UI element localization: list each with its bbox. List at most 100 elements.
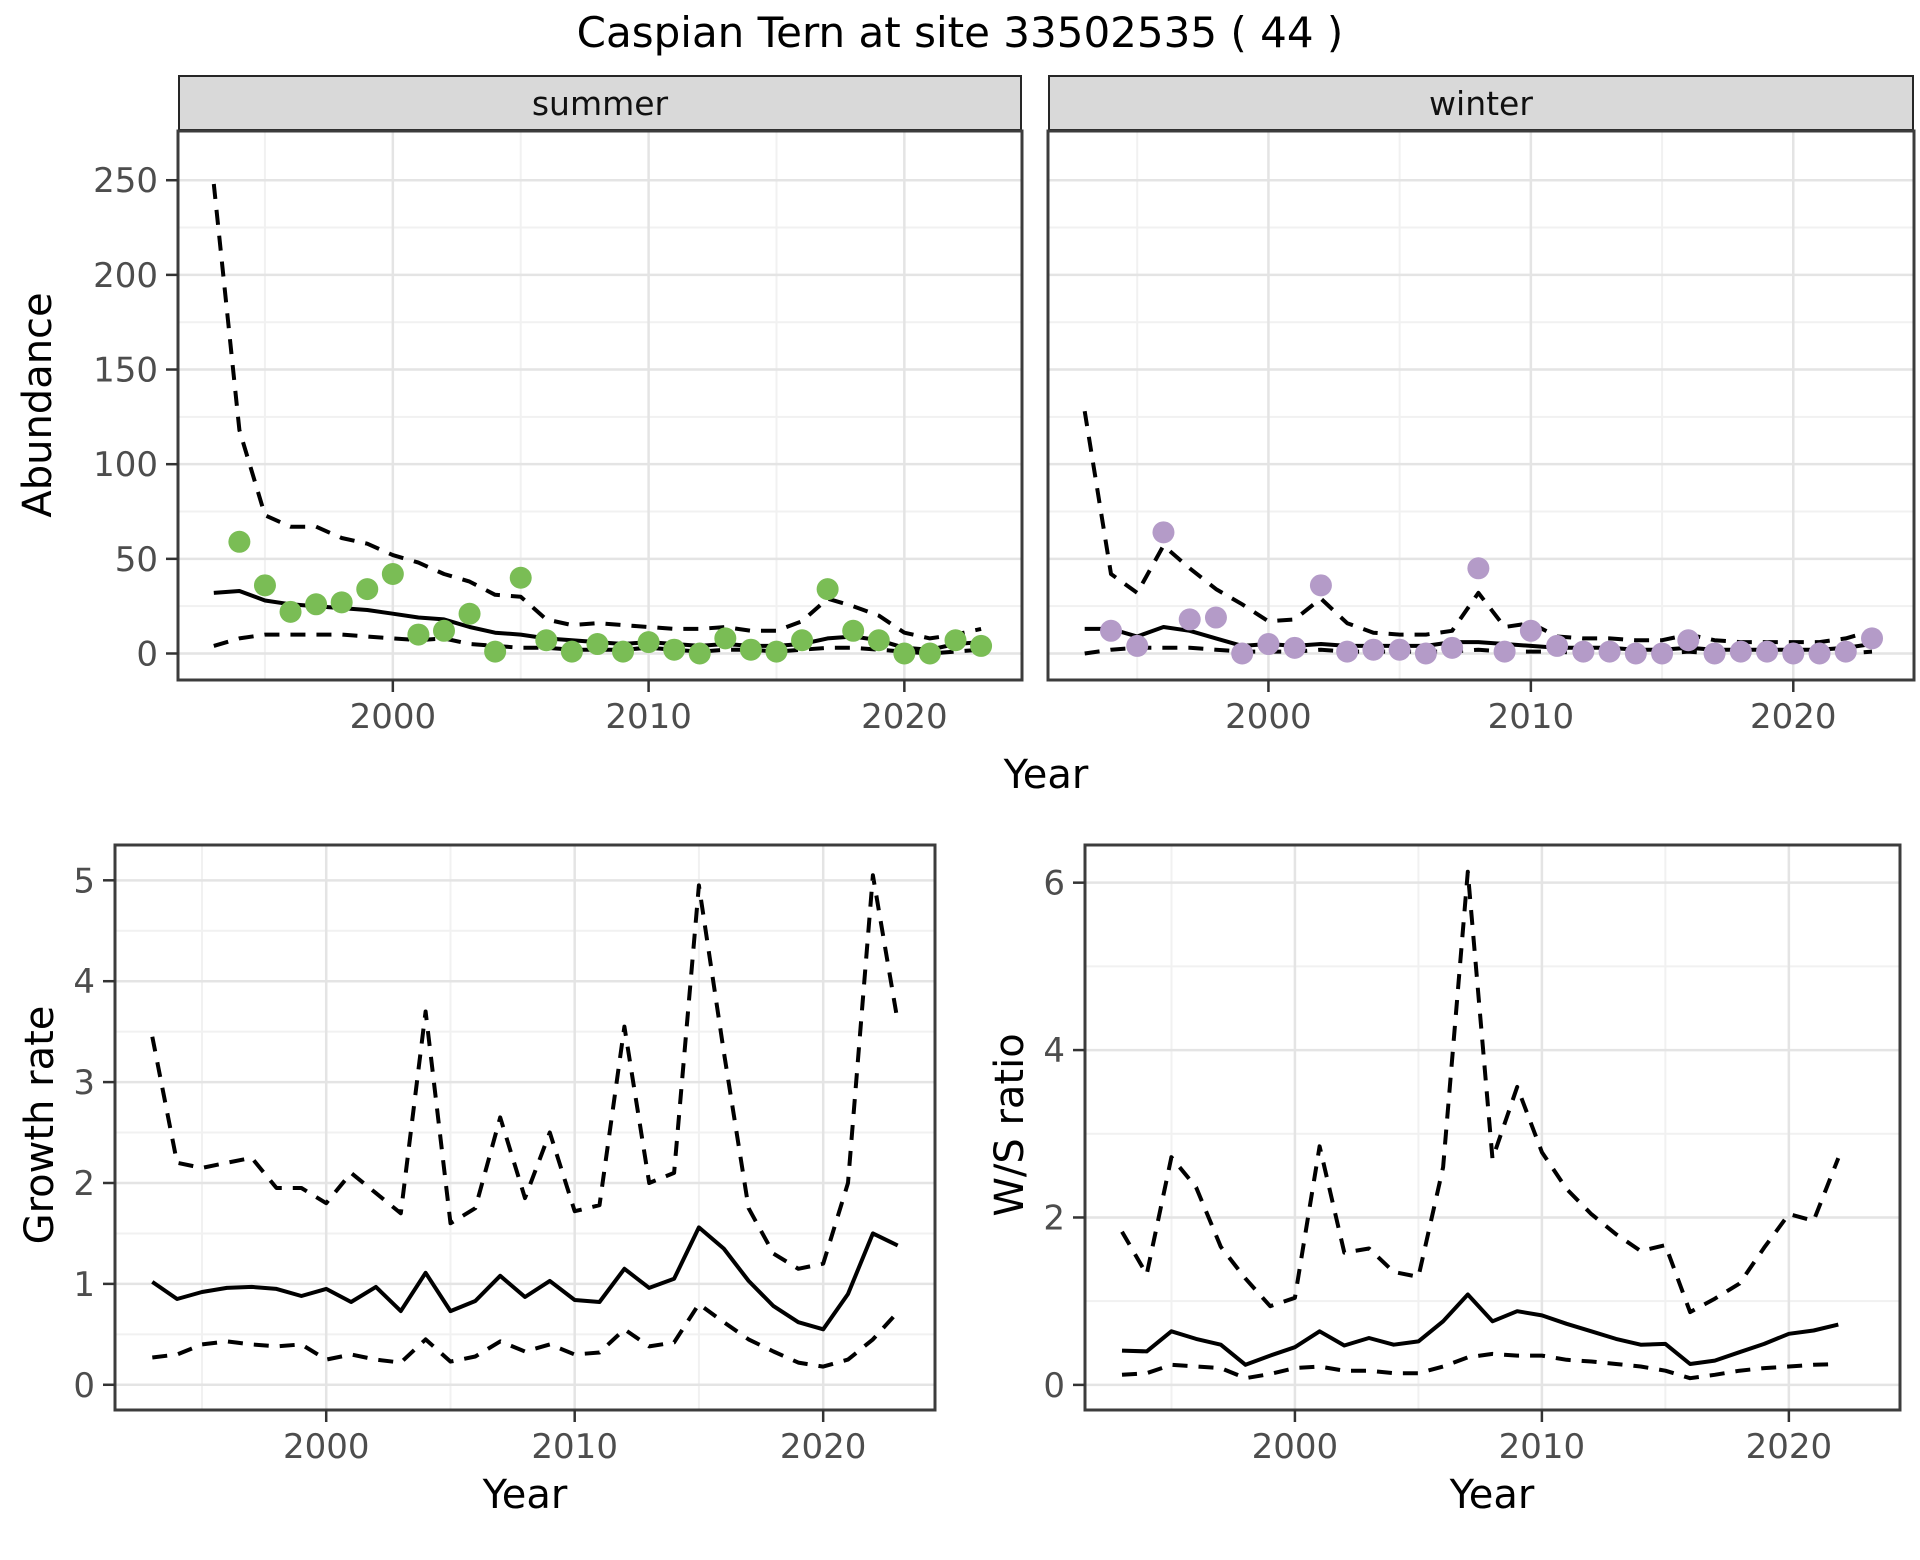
- lower_ci-line: [1121, 1351, 1839, 1381]
- y-tick-label: 0: [136, 634, 158, 674]
- y-tick-label: 4: [73, 962, 95, 1002]
- upper_ci-line: [150, 873, 900, 1271]
- y-tick-label: 50: [115, 540, 158, 580]
- data-point: [1099, 619, 1122, 642]
- data-point: [1414, 642, 1437, 665]
- data-point: [1388, 638, 1411, 661]
- data-point: [1126, 634, 1149, 657]
- y-tick-label: 5: [73, 861, 95, 901]
- y-tick-label: 4: [1043, 1031, 1065, 1071]
- data-point: [535, 629, 558, 652]
- data-point: [586, 633, 609, 656]
- data-point: [1493, 640, 1516, 663]
- x-axis-title-year-top: Year: [1003, 752, 1089, 798]
- y-tick-label: 200: [93, 256, 158, 296]
- data-point: [1861, 627, 1884, 650]
- data-point: [1598, 640, 1621, 663]
- data-point: [1834, 640, 1857, 663]
- data-point: [381, 562, 404, 585]
- x-tick-label: 2020: [861, 697, 948, 737]
- data-point: [458, 602, 481, 625]
- data-point: [1756, 640, 1779, 663]
- x-axis-title-year-growth: Year: [482, 1472, 568, 1518]
- data-point: [1309, 574, 1332, 597]
- y-tick-label: 2: [73, 1164, 95, 1204]
- x-tick-label: 2010: [1499, 1427, 1586, 1467]
- data-point: [1231, 642, 1254, 665]
- data-point: [432, 619, 455, 642]
- y-tick-label: 3: [73, 1063, 95, 1103]
- data-point: [842, 619, 865, 642]
- data-point: [1467, 557, 1490, 580]
- data-point: [1362, 638, 1385, 661]
- facet-strip-summer: summer: [178, 75, 1022, 131]
- y-tick-label: 100: [93, 445, 158, 485]
- data-point: [1808, 642, 1831, 665]
- data-point: [791, 629, 814, 652]
- median-line: [151, 1225, 899, 1332]
- data-point: [1729, 640, 1752, 663]
- facet-strip-winter-label: winter: [1429, 83, 1533, 123]
- x-tick-label: 2020: [1746, 1427, 1833, 1467]
- x-tick-label: 2010: [531, 1427, 618, 1467]
- data-point: [1441, 636, 1464, 659]
- data-point: [1178, 608, 1201, 631]
- y-tick-label: 1: [73, 1265, 95, 1305]
- data-point: [1283, 636, 1306, 659]
- y-tick-label: 2: [1043, 1198, 1065, 1238]
- data-point: [816, 578, 839, 601]
- data-point: [637, 631, 660, 654]
- facet-strip-summer-label: summer: [531, 83, 669, 123]
- data-point: [1677, 629, 1700, 652]
- x-tick-label: 2010: [605, 697, 692, 737]
- y-tick-label: 150: [93, 351, 158, 391]
- panel-ws-ratio: 2000 2010 2020 0 2 4 6: [1043, 843, 1902, 1467]
- panel-abundance-summer: 2000 2010 2020 0 50 100 150 200 250: [93, 129, 1024, 737]
- x-tick-label: 2000: [1252, 1427, 1339, 1467]
- data-point: [1651, 642, 1674, 665]
- x-tick-label: 2020: [1750, 697, 1837, 737]
- data-point: [330, 591, 353, 614]
- x-tick-label: 2010: [1488, 697, 1575, 737]
- lower_ci-line: [152, 1302, 900, 1369]
- data-point: [1152, 521, 1175, 544]
- facet-strip-winter: winter: [1048, 75, 1914, 131]
- data-point: [688, 642, 711, 665]
- data-point: [1546, 634, 1569, 657]
- data-point: [1257, 633, 1280, 656]
- x-tick-label: 2000: [1225, 697, 1312, 737]
- data-point: [560, 640, 583, 663]
- data-point: [1572, 640, 1595, 663]
- data-point: [765, 640, 788, 663]
- data-point: [663, 638, 686, 661]
- median-line: [1121, 1292, 1839, 1367]
- data-point: [279, 600, 302, 623]
- data-point: [1336, 640, 1359, 663]
- data-point: [893, 642, 916, 665]
- upper_ci-line: [1120, 869, 1841, 1315]
- upper_ci-line: [211, 183, 982, 641]
- data-point: [228, 530, 251, 553]
- data-point: [1703, 642, 1726, 665]
- data-point: [305, 593, 328, 616]
- data-point: [612, 640, 635, 663]
- data-point: [970, 634, 993, 657]
- data-point: [407, 623, 430, 646]
- y-tick-label: 6: [1043, 864, 1065, 904]
- y-tick-label: 250: [93, 161, 158, 201]
- y-tick-label: 0: [1043, 1366, 1065, 1406]
- data-point: [714, 627, 737, 650]
- data-point: [484, 640, 507, 663]
- y-tick-label: 0: [73, 1366, 95, 1406]
- data-point: [867, 629, 890, 652]
- x-tick-label: 2000: [283, 1427, 370, 1467]
- panel-growth-rate: 2000 2010 2020 0 1 2 3 4 5: [73, 843, 937, 1467]
- x-tick-label: 2020: [780, 1427, 867, 1467]
- data-point: [1519, 619, 1542, 642]
- data-point: [1204, 606, 1227, 629]
- data-point: [356, 578, 379, 601]
- data-point: [739, 638, 762, 661]
- data-point: [253, 574, 276, 597]
- data-point: [918, 642, 941, 665]
